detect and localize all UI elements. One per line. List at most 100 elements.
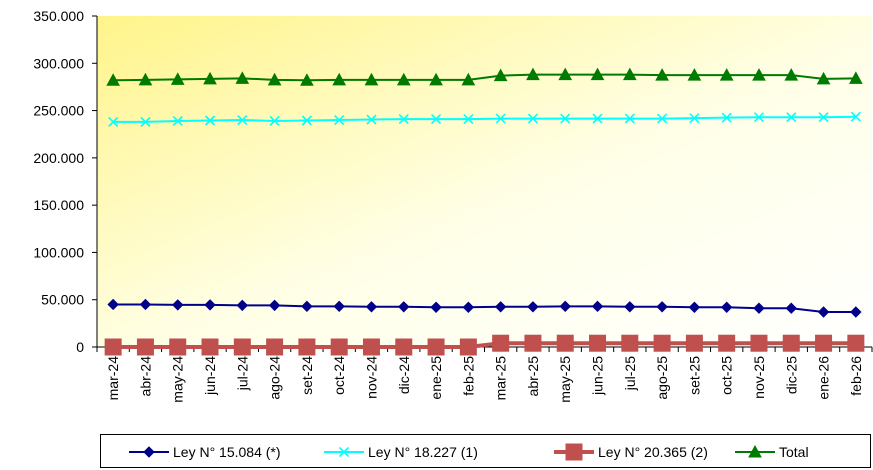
data-point <box>398 301 410 313</box>
data-point <box>169 338 187 356</box>
data-point <box>463 114 474 125</box>
x-tick-label: set-24 <box>299 356 315 395</box>
plot-area <box>97 16 872 347</box>
data-point <box>430 114 442 125</box>
data-point <box>269 115 280 127</box>
y-tick-label: 250.000 <box>33 103 84 119</box>
data-point <box>429 72 443 86</box>
series-2 <box>108 111 861 127</box>
data-point <box>104 338 122 356</box>
data-point <box>657 113 668 124</box>
x-axis: mar-24 abr-24 may-24 jun-24 jul-24 ago-24 set-… <box>96 346 873 403</box>
legend-marker <box>748 444 762 458</box>
legend-marker <box>143 446 155 458</box>
data-point <box>689 113 700 124</box>
data-point <box>815 334 833 352</box>
data-point <box>461 72 476 86</box>
x-tick-label: may-24 <box>170 356 186 403</box>
data-point <box>268 299 281 312</box>
data-point <box>172 299 184 311</box>
legend-item: Ley N° 20.365 (2) <box>554 443 708 461</box>
y-tick-label: 200.000 <box>33 150 84 166</box>
data-point <box>139 298 152 311</box>
data-point <box>753 302 765 314</box>
data-point <box>527 301 539 313</box>
data-point <box>524 334 542 352</box>
x-tick-label: feb-26 <box>848 356 864 396</box>
data-point <box>752 68 766 81</box>
y-tick-label: 300.000 <box>33 55 84 71</box>
data-point <box>591 300 604 313</box>
data-point <box>235 71 250 84</box>
data-point <box>556 334 574 352</box>
x-tick-label: jul-24 <box>234 356 250 391</box>
x-tick-label: dic-25 <box>783 356 799 394</box>
data-point <box>850 306 862 318</box>
series-line <box>113 115 856 123</box>
x-tick-label: dic-24 <box>396 356 412 394</box>
data-point <box>106 73 120 86</box>
data-point <box>784 68 799 81</box>
data-point <box>655 68 669 81</box>
x-tick-label: oct-24 <box>331 356 347 395</box>
data-point <box>301 115 312 126</box>
series-line <box>113 73 856 82</box>
x-tick-label: jun-24 <box>202 356 218 396</box>
data-point <box>850 111 861 122</box>
data-point <box>622 67 637 81</box>
y-tick-label: 0 <box>76 339 84 355</box>
data-point <box>656 301 668 313</box>
data-point <box>720 301 733 313</box>
series-layer <box>104 67 865 356</box>
data-point <box>559 300 571 313</box>
data-point <box>492 334 510 352</box>
legend-label: Ley N° 18.227 (1) <box>368 444 478 460</box>
data-point <box>527 113 539 124</box>
data-point <box>204 115 216 126</box>
data-point <box>140 116 151 127</box>
data-point <box>427 338 445 356</box>
data-point <box>493 68 508 82</box>
y-axis: 0 50.000 100.000 150.000 200.000 250.000 300.0… <box>33 8 98 355</box>
data-point <box>687 68 702 81</box>
data-point <box>750 334 768 352</box>
x-tick-label: nov-24 <box>363 356 379 399</box>
data-point <box>398 114 409 125</box>
legend-label: Ley N° 20.365 (2) <box>598 444 708 460</box>
x-tick-label: ago-25 <box>654 356 670 400</box>
data-point <box>589 334 607 352</box>
data-point <box>298 338 316 356</box>
legend-item: Ley N° 15.084 (*) <box>129 444 281 460</box>
legend-marker <box>565 443 583 461</box>
data-point <box>817 306 830 318</box>
data-point <box>624 301 636 313</box>
y-tick-label: 100.000 <box>33 244 84 260</box>
data-point <box>362 338 380 356</box>
data-point <box>495 113 506 124</box>
legend-item: Ley N° 18.227 (1) <box>324 444 478 460</box>
data-point <box>201 338 219 356</box>
data-point <box>266 338 284 356</box>
x-tick-label: jul-25 <box>622 356 638 391</box>
legend: Ley N° 15.084 (*) Ley N° 18.227 (1) Ley N°… <box>100 434 871 468</box>
x-tick-label: jun-25 <box>590 356 606 396</box>
data-point <box>236 299 249 312</box>
data-point <box>624 113 635 124</box>
x-tick-label: ene-26 <box>816 356 832 400</box>
data-point <box>786 112 797 123</box>
x-tick-label: ene-25 <box>428 356 444 400</box>
data-point <box>334 114 345 126</box>
series-4 <box>106 67 863 86</box>
legend-marker <box>338 446 350 458</box>
data-point <box>785 302 797 314</box>
data-point <box>592 113 603 124</box>
legend-label: Ley N° 15.084 (*) <box>173 444 281 460</box>
data-point <box>267 72 282 86</box>
data-point <box>849 71 863 84</box>
x-tick-label: mar-25 <box>493 356 509 401</box>
data-point <box>333 300 345 313</box>
data-point <box>816 71 831 85</box>
data-point <box>753 112 765 123</box>
data-point <box>688 301 701 313</box>
data-point <box>430 301 442 313</box>
